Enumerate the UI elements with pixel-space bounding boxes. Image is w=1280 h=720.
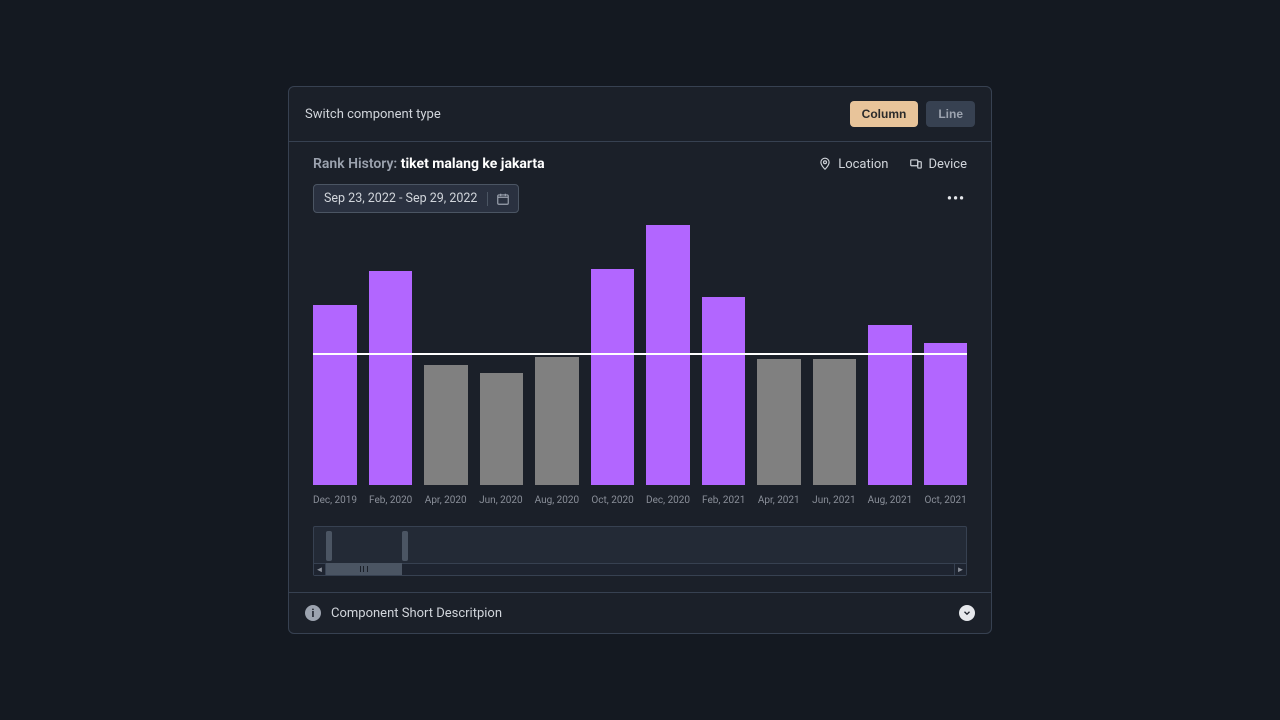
scrubber-selected-range[interactable]: [326, 563, 402, 575]
title-prefix: Rank History:: [313, 156, 397, 172]
x-axis-label: Feb, 2020: [369, 495, 412, 506]
x-axis-label: Aug, 2021: [868, 495, 913, 506]
x-axis-label: Apr, 2021: [757, 495, 800, 506]
x-axis-label: Jun, 2020: [479, 495, 522, 506]
x-axis-label: Dec, 2019: [313, 495, 357, 506]
x-axis-label: Oct, 2020: [591, 495, 634, 506]
date-range-picker[interactable]: Sep 23, 2022 - Sep 29, 2022: [313, 184, 519, 213]
chevron-down-icon: [962, 608, 972, 618]
x-axis-label: Dec, 2020: [646, 495, 690, 506]
bar-chart: [313, 225, 967, 485]
calendar-icon: [496, 192, 510, 206]
column-toggle-button[interactable]: Column: [850, 101, 919, 127]
baseline-line: [313, 353, 967, 355]
location-button[interactable]: Location: [818, 157, 888, 172]
x-axis-label: Apr, 2020: [424, 495, 467, 506]
scrubber-handle-right[interactable]: [402, 531, 408, 561]
device-label: Device: [929, 157, 968, 172]
scrubber-arrow-left-icon[interactable]: ◄: [314, 563, 326, 575]
bars-container: [313, 225, 967, 485]
chart-area: Dec, 2019 Feb, 2020 Apr, 2020 Jun, 2020 Aug,…: [289, 225, 991, 514]
card-footer: i Component Short Descritpion: [289, 592, 991, 633]
scrubber-arrow-right-icon[interactable]: ►: [954, 563, 966, 575]
info-icon: i: [305, 605, 321, 621]
switch-type-label: Switch component type: [305, 107, 441, 122]
line-toggle-button[interactable]: Line: [926, 101, 975, 127]
x-axis-label: Aug, 2020: [535, 495, 580, 506]
scrubber-handle-left[interactable]: [326, 531, 332, 561]
location-label: Location: [838, 157, 888, 172]
date-range-value: Sep 23, 2022 - Sep 29, 2022: [324, 191, 477, 206]
header-actions: Location Device: [818, 157, 967, 172]
footer-label: Component Short Descritpion: [331, 606, 502, 621]
x-axis-label: Feb, 2021: [702, 495, 745, 506]
page-title: Rank History: tiket malang ke jakarta: [313, 156, 545, 172]
chart-type-toggle: Column Line: [850, 101, 975, 127]
expand-footer-button[interactable]: [959, 605, 975, 621]
scrubber-track: [314, 563, 966, 575]
device-button[interactable]: Device: [909, 157, 968, 172]
subheader: Sep 23, 2022 - Sep 29, 2022 •••: [289, 172, 991, 225]
card-header: Rank History: tiket malang ke jakarta Lo…: [289, 142, 991, 172]
range-scrubber[interactable]: ◄ ►: [313, 526, 967, 576]
more-menu-button[interactable]: •••: [947, 191, 967, 207]
topbar: Switch component type Column Line: [289, 87, 991, 142]
grip-icon: [360, 566, 368, 572]
chart-card: Switch component type Column Line Rank H…: [288, 86, 992, 634]
x-axis-label: Oct, 2021: [924, 495, 967, 506]
device-icon: [909, 157, 923, 171]
x-axis-label: Jun, 2021: [812, 495, 855, 506]
title-value: tiket malang ke jakarta: [401, 156, 545, 172]
location-pin-icon: [818, 157, 832, 171]
x-axis: Dec, 2019 Feb, 2020 Apr, 2020 Jun, 2020 Aug,…: [313, 495, 967, 506]
